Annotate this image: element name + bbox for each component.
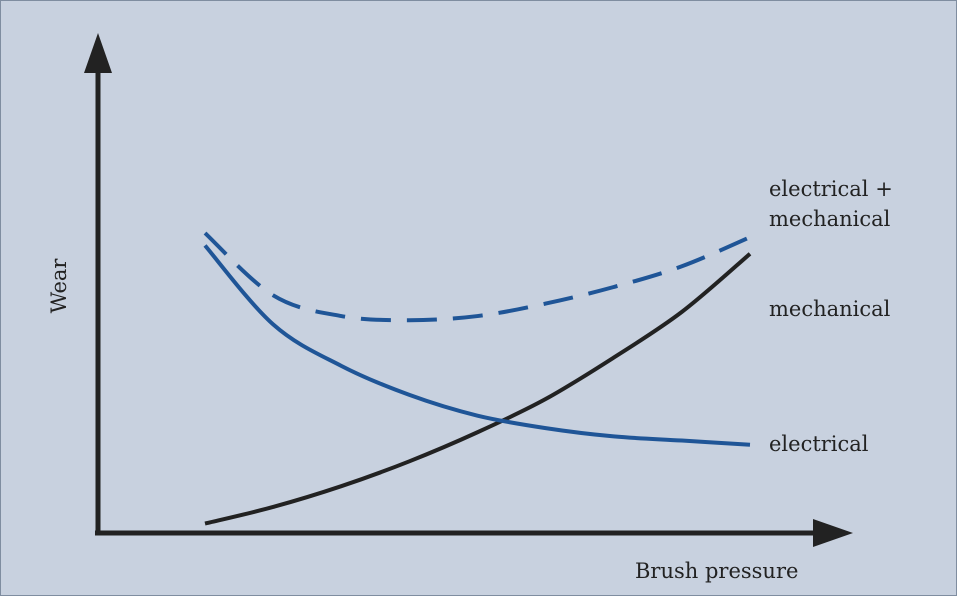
series-label-electrical: electrical — [769, 429, 869, 459]
series-label-mechanical: mechanical — [769, 294, 890, 324]
series-label-combined: electrical + mechanical — [769, 174, 893, 234]
x-axis-label: Brush pressure — [635, 559, 798, 583]
y-axis-label: Wear — [47, 259, 71, 314]
series-line-electrical — [205, 246, 750, 445]
x-axis-arrowhead — [813, 519, 853, 547]
series-layer — [205, 233, 750, 524]
y-axis-arrowhead — [84, 33, 112, 73]
series-line-electrical-mechanical — [205, 233, 750, 320]
series-line-mechanical — [205, 254, 750, 524]
